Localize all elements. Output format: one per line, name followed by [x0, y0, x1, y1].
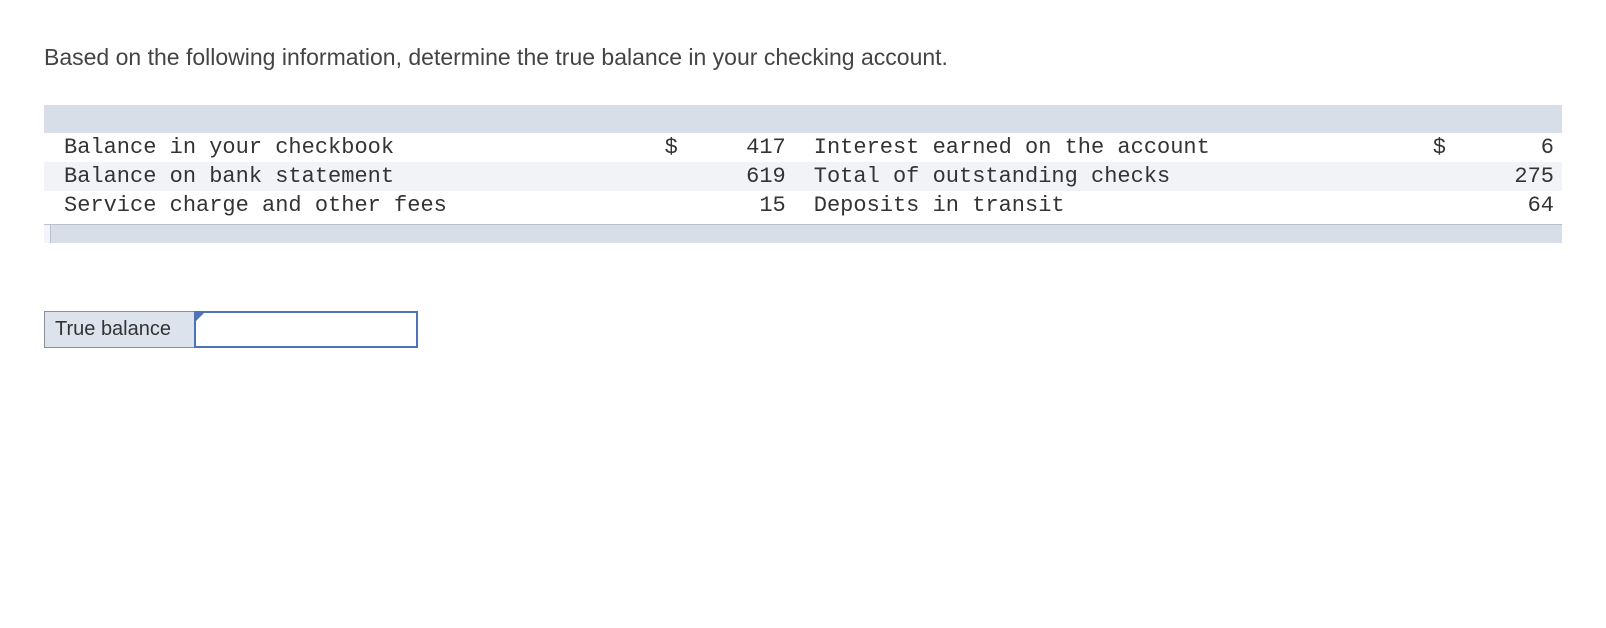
data-table-block: Balance in your checkbook $ 417 Interest… [44, 105, 1562, 243]
answer-box: True balance [44, 311, 418, 348]
horizontal-scrollbar[interactable] [44, 224, 1562, 243]
cell-right-label: Total of outstanding checks [794, 162, 1386, 191]
cell-right-cur [1386, 162, 1454, 191]
cell-right-cur [1386, 191, 1454, 220]
cell-left-label: Service charge and other fees [44, 191, 618, 220]
cell-right-label: Deposits in transit [794, 191, 1386, 220]
table-row: Service charge and other fees 15 Deposit… [44, 191, 1562, 220]
cell-left-cur [618, 191, 686, 220]
cell-left-cur: $ [618, 133, 686, 162]
cell-left-val: 15 [686, 191, 794, 220]
question-text: Based on the following information, dete… [44, 44, 1562, 71]
table-header-bar [44, 105, 1562, 133]
answer-input-wrap [194, 311, 418, 348]
cell-left-cur [618, 162, 686, 191]
true-balance-input[interactable] [196, 313, 416, 346]
answer-label: True balance [45, 312, 195, 347]
table-row: Balance in your checkbook $ 417 Interest… [44, 133, 1562, 162]
cell-left-val: 417 [686, 133, 794, 162]
cell-right-val: 64 [1454, 191, 1562, 220]
cell-right-label: Interest earned on the account [794, 133, 1386, 162]
table-row: Balance on bank statement 619 Total of o… [44, 162, 1562, 191]
cell-left-label: Balance on bank statement [44, 162, 618, 191]
data-table: Balance in your checkbook $ 417 Interest… [44, 133, 1562, 220]
cell-right-val: 275 [1454, 162, 1562, 191]
cell-left-label: Balance in your checkbook [44, 133, 618, 162]
cell-left-val: 619 [686, 162, 794, 191]
cell-right-val: 6 [1454, 133, 1562, 162]
cell-right-cur: $ [1386, 133, 1454, 162]
